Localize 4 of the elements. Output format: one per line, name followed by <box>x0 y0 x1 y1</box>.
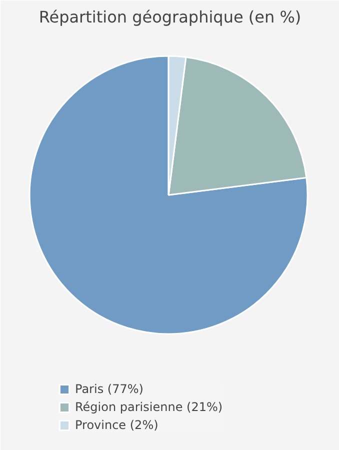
legend-label: Paris (77%) <box>75 382 144 396</box>
legend-label: Province (2%) <box>75 418 158 432</box>
chart-title: Répartition géographique (en %) <box>38 8 302 26</box>
legend-label: Région parisienne (21%) <box>75 400 223 414</box>
